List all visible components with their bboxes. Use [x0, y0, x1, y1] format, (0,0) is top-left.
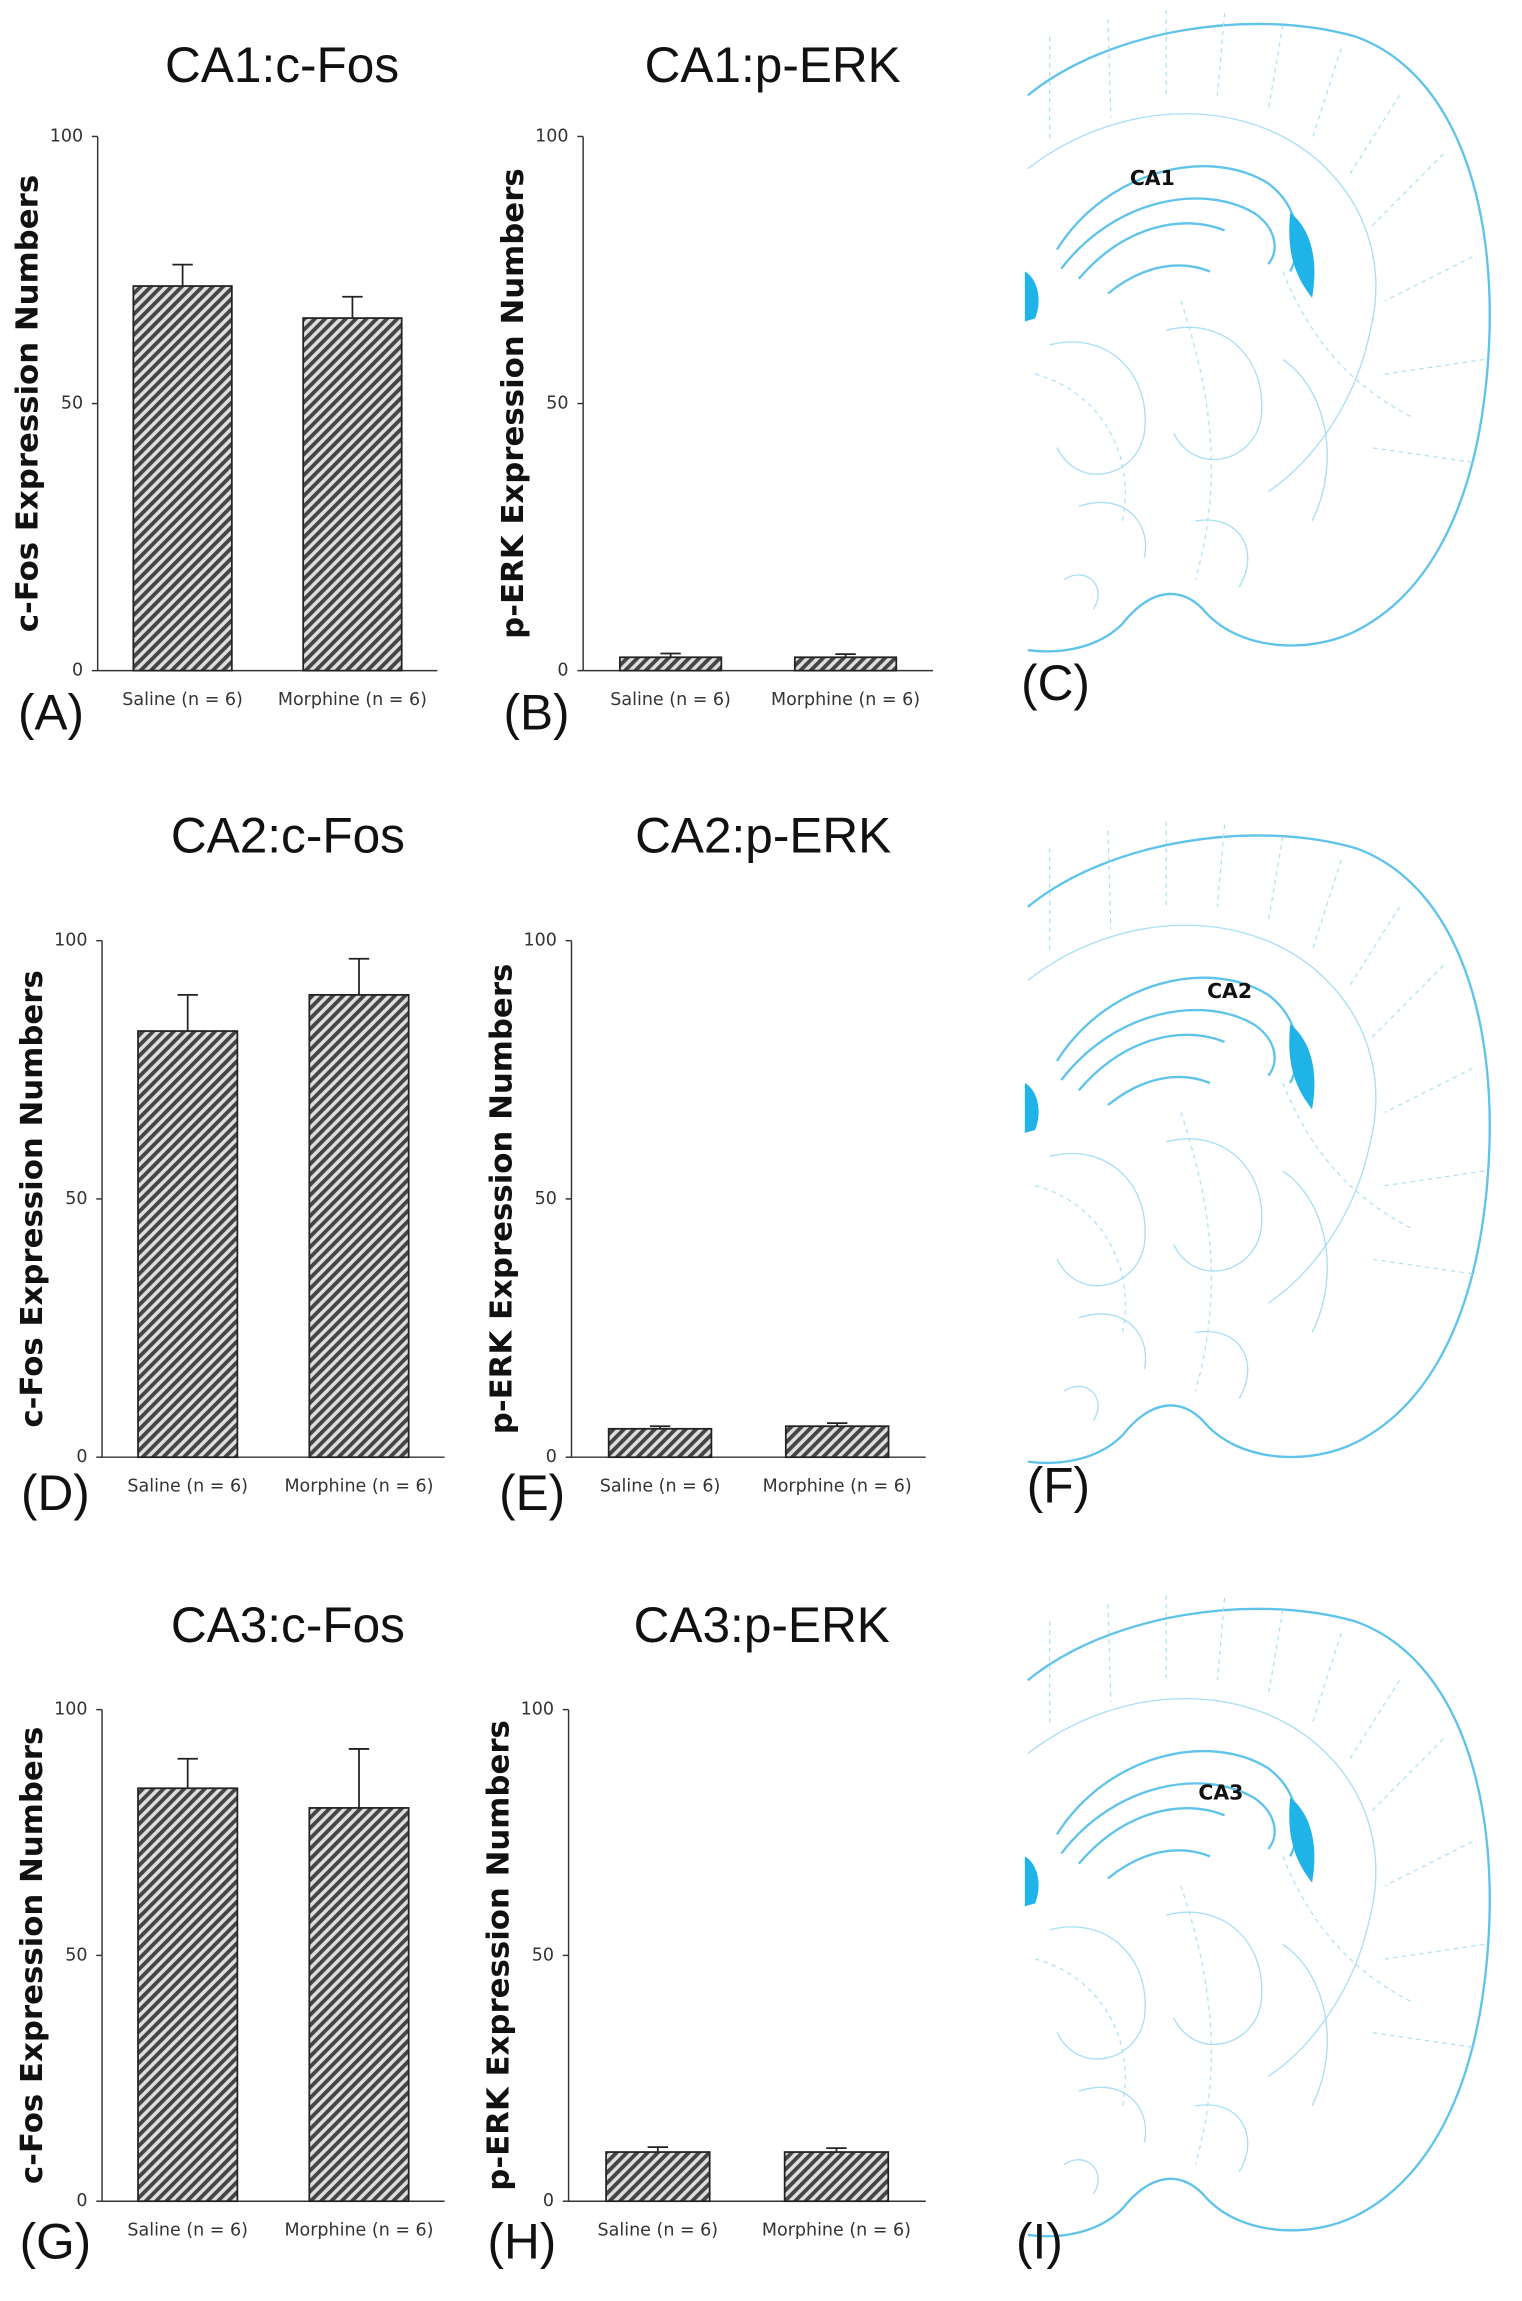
error-bar: [177, 1757, 198, 1789]
x-tick-label: Morphine (n = 6): [771, 690, 920, 710]
bar: [132, 285, 233, 672]
panel-label: (B): [503, 684, 569, 740]
y-axis-label: p-ERK Expression Numbers: [484, 964, 520, 1435]
error-bar: [835, 653, 856, 658]
y-tick-label: 100: [54, 1700, 87, 1720]
y-tick-label: 0: [72, 661, 83, 681]
x-tick-label: Saline (n = 6): [600, 1477, 721, 1497]
y-axis-label: c-Fos Expression Numbers: [14, 970, 50, 1427]
bar: [137, 1030, 239, 1459]
y-tick-label: 50: [535, 1189, 557, 1209]
x-tick-label: Morphine (n = 6): [284, 1477, 433, 1497]
y-tick-label: 0: [557, 661, 568, 681]
brain-diagram: [1023, 1593, 1491, 2238]
panel-label: (G): [20, 2213, 92, 2269]
chart-title: CA1:c-Fos: [165, 37, 399, 93]
bar: [302, 317, 403, 672]
y-tick-label: 0: [546, 1447, 557, 1467]
bar: [607, 1427, 713, 1459]
y-tick-label: 100: [54, 931, 87, 951]
error-bar: [348, 1748, 370, 1808]
bar: [308, 1807, 410, 2203]
error-bar: [660, 652, 681, 658]
y-axis-label: p-ERK Expression Numbers: [495, 168, 531, 639]
y-tick-label: 100: [524, 931, 557, 951]
brain-diagram: [1023, 9, 1491, 653]
y-tick-label: 50: [532, 1945, 554, 1965]
y-tick-label: 100: [521, 1700, 554, 1720]
error-bar: [826, 1422, 848, 1427]
chart-title: CA1:p-ERK: [645, 37, 901, 93]
bar: [308, 994, 410, 1459]
error-bar: [647, 2146, 669, 2153]
y-tick-label: 50: [65, 1945, 87, 1965]
y-axis-label: c-Fos Expression Numbers: [14, 1727, 50, 2184]
x-tick-label: Saline (n = 6): [122, 690, 243, 710]
bar: [784, 1425, 890, 1459]
error-bar: [177, 994, 198, 1032]
error-bar: [826, 2147, 847, 2153]
y-tick-label: 0: [76, 1447, 87, 1467]
bar: [137, 1787, 239, 2203]
y-tick-label: 50: [546, 394, 568, 414]
x-tick-label: Saline (n = 6): [127, 1477, 248, 1497]
chart-title: CA3:c-Fos: [171, 1597, 405, 1653]
region-label: CA2: [1207, 979, 1252, 1003]
panel-label: (D): [21, 1465, 90, 1521]
y-tick-label: 50: [61, 394, 83, 414]
brain-diagram: [1023, 820, 1491, 1465]
chart-title: CA2:c-Fos: [171, 807, 405, 863]
bar: [793, 656, 898, 672]
chart-title: CA3:p-ERK: [634, 1597, 890, 1653]
error-bar: [649, 1425, 671, 1429]
x-tick-label: Morphine (n = 6): [284, 2221, 433, 2241]
x-tick-label: Saline (n = 6): [598, 2221, 719, 2241]
y-tick-label: 100: [535, 126, 568, 146]
panel-label: (I): [1016, 2213, 1063, 2269]
panel-label: (F): [1027, 1458, 1090, 1514]
x-tick-label: Saline (n = 6): [127, 2221, 248, 2241]
bar: [619, 656, 723, 672]
error-bar: [172, 263, 193, 287]
y-tick-label: 0: [543, 2191, 554, 2211]
bar: [783, 2151, 890, 2203]
y-tick-label: 0: [76, 2191, 87, 2211]
x-tick-label: Morphine (n = 6): [763, 1477, 912, 1497]
region-label: CA1: [1130, 166, 1175, 190]
y-axis-label: c-Fos Expression Numbers: [10, 175, 46, 632]
x-tick-label: Morphine (n = 6): [278, 690, 427, 710]
y-tick-label: 50: [65, 1189, 87, 1209]
region-label: CA3: [1198, 1780, 1243, 1804]
x-tick-label: Saline (n = 6): [610, 690, 731, 710]
panel-label: (A): [18, 684, 84, 740]
error-bar: [342, 295, 363, 319]
x-tick-label: Morphine (n = 6): [762, 2221, 911, 2241]
error-bar: [348, 957, 370, 995]
panel-label: (C): [1021, 655, 1090, 711]
bar: [605, 2151, 711, 2203]
y-axis-label: p-ERK Expression Numbers: [481, 1720, 517, 2191]
y-tick-label: 100: [50, 126, 83, 146]
chart-title: CA2:p-ERK: [635, 807, 891, 863]
panel-label: (H): [488, 2213, 557, 2269]
panel-label: (E): [499, 1465, 565, 1521]
